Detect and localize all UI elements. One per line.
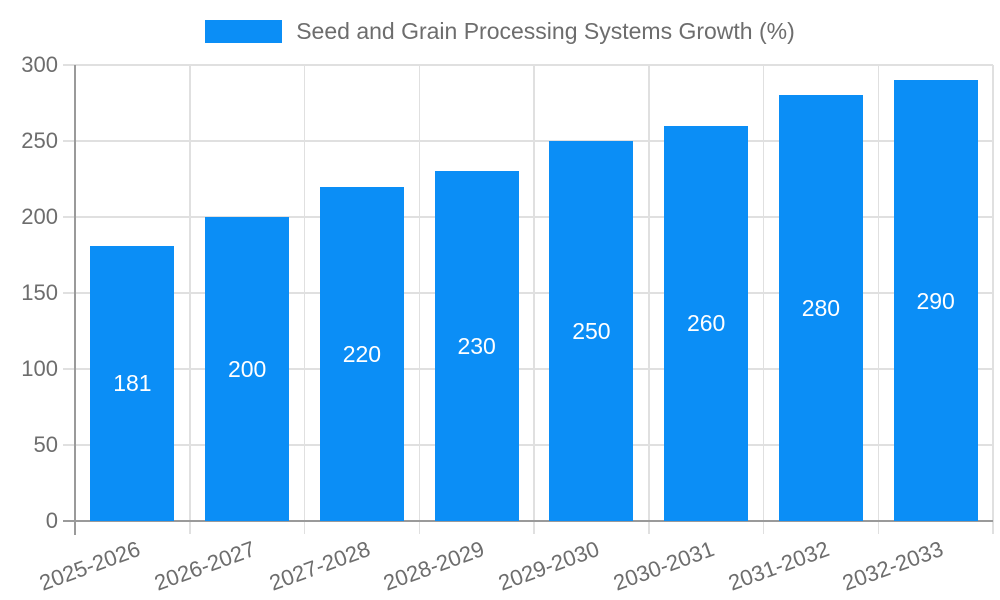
y-tick-label: 100 (21, 356, 58, 381)
bar-value-label: 280 (801, 295, 841, 322)
y-gridline (63, 444, 993, 446)
bar-value-label: 181 (113, 370, 152, 397)
x-tick-label: 2032-2033 (839, 536, 947, 596)
x-tick-label: 2027-2028 (265, 536, 374, 596)
bar-2028-2029[interactable] (434, 171, 519, 521)
bar-value-label: 250 (572, 318, 611, 344)
bar-2029-2030[interactable] (549, 141, 634, 521)
x-gridline (877, 65, 879, 521)
y-gridline (63, 292, 993, 294)
x-gridline (533, 65, 535, 521)
legend[interactable]: Seed and Grain Processing Systems Growth… (0, 18, 1000, 45)
bar-2031-2032[interactable] (778, 95, 863, 521)
x-tick-label: 2025-2026 (36, 536, 144, 596)
bar-2025-2026[interactable] (90, 245, 175, 521)
y-gridline (63, 64, 993, 66)
y-tick-label: 200 (21, 204, 58, 229)
bar-2026-2027[interactable] (205, 217, 290, 521)
bar-2030-2031[interactable] (664, 125, 749, 521)
bar-value-label: 200 (227, 356, 267, 382)
bar-2027-2028[interactable] (319, 186, 404, 521)
y-axis-line (74, 65, 76, 535)
x-tick-mark (762, 521, 765, 534)
x-tick-mark (189, 521, 191, 534)
y-gridline (63, 140, 993, 142)
x-tick-label: 2029-2030 (495, 536, 603, 596)
bar-value-label: 260 (686, 310, 726, 337)
x-axis-line (63, 520, 993, 522)
x-tick-mark (418, 521, 420, 534)
bar-value-label: 290 (916, 287, 955, 314)
bar-2032-2033[interactable] (893, 80, 978, 521)
x-gridline (648, 65, 650, 521)
x-tick-label: 2031-2032 (724, 536, 833, 596)
y-tick-label: 150 (21, 280, 58, 305)
x-tick-label: 2030-2031 (609, 536, 718, 596)
y-gridline (63, 368, 993, 370)
x-tick-mark (533, 521, 535, 534)
x-tick-mark (877, 521, 879, 534)
x-gridline (762, 65, 765, 521)
x-tick-mark (303, 521, 306, 534)
legend-swatch (205, 20, 283, 43)
x-gridline (992, 65, 994, 521)
x-tick-label: 2028-2029 (380, 536, 488, 596)
x-tick-mark (992, 521, 994, 534)
y-tick-label: 50 (33, 432, 58, 457)
y-tick-label: 0 (45, 508, 58, 533)
bar-value-label: 230 (457, 333, 496, 360)
x-tick-mark (648, 521, 650, 534)
bar-value-label: 220 (342, 340, 382, 367)
x-gridline (303, 65, 306, 521)
y-tick-label: 300 (21, 52, 58, 77)
legend-label: Seed and Grain Processing Systems Growth… (296, 18, 795, 44)
y-tick-label: 250 (21, 128, 58, 153)
x-gridline (418, 65, 420, 521)
y-gridline (63, 216, 993, 218)
x-gridline (189, 65, 191, 521)
x-tick-label: 2026-2027 (150, 536, 259, 596)
